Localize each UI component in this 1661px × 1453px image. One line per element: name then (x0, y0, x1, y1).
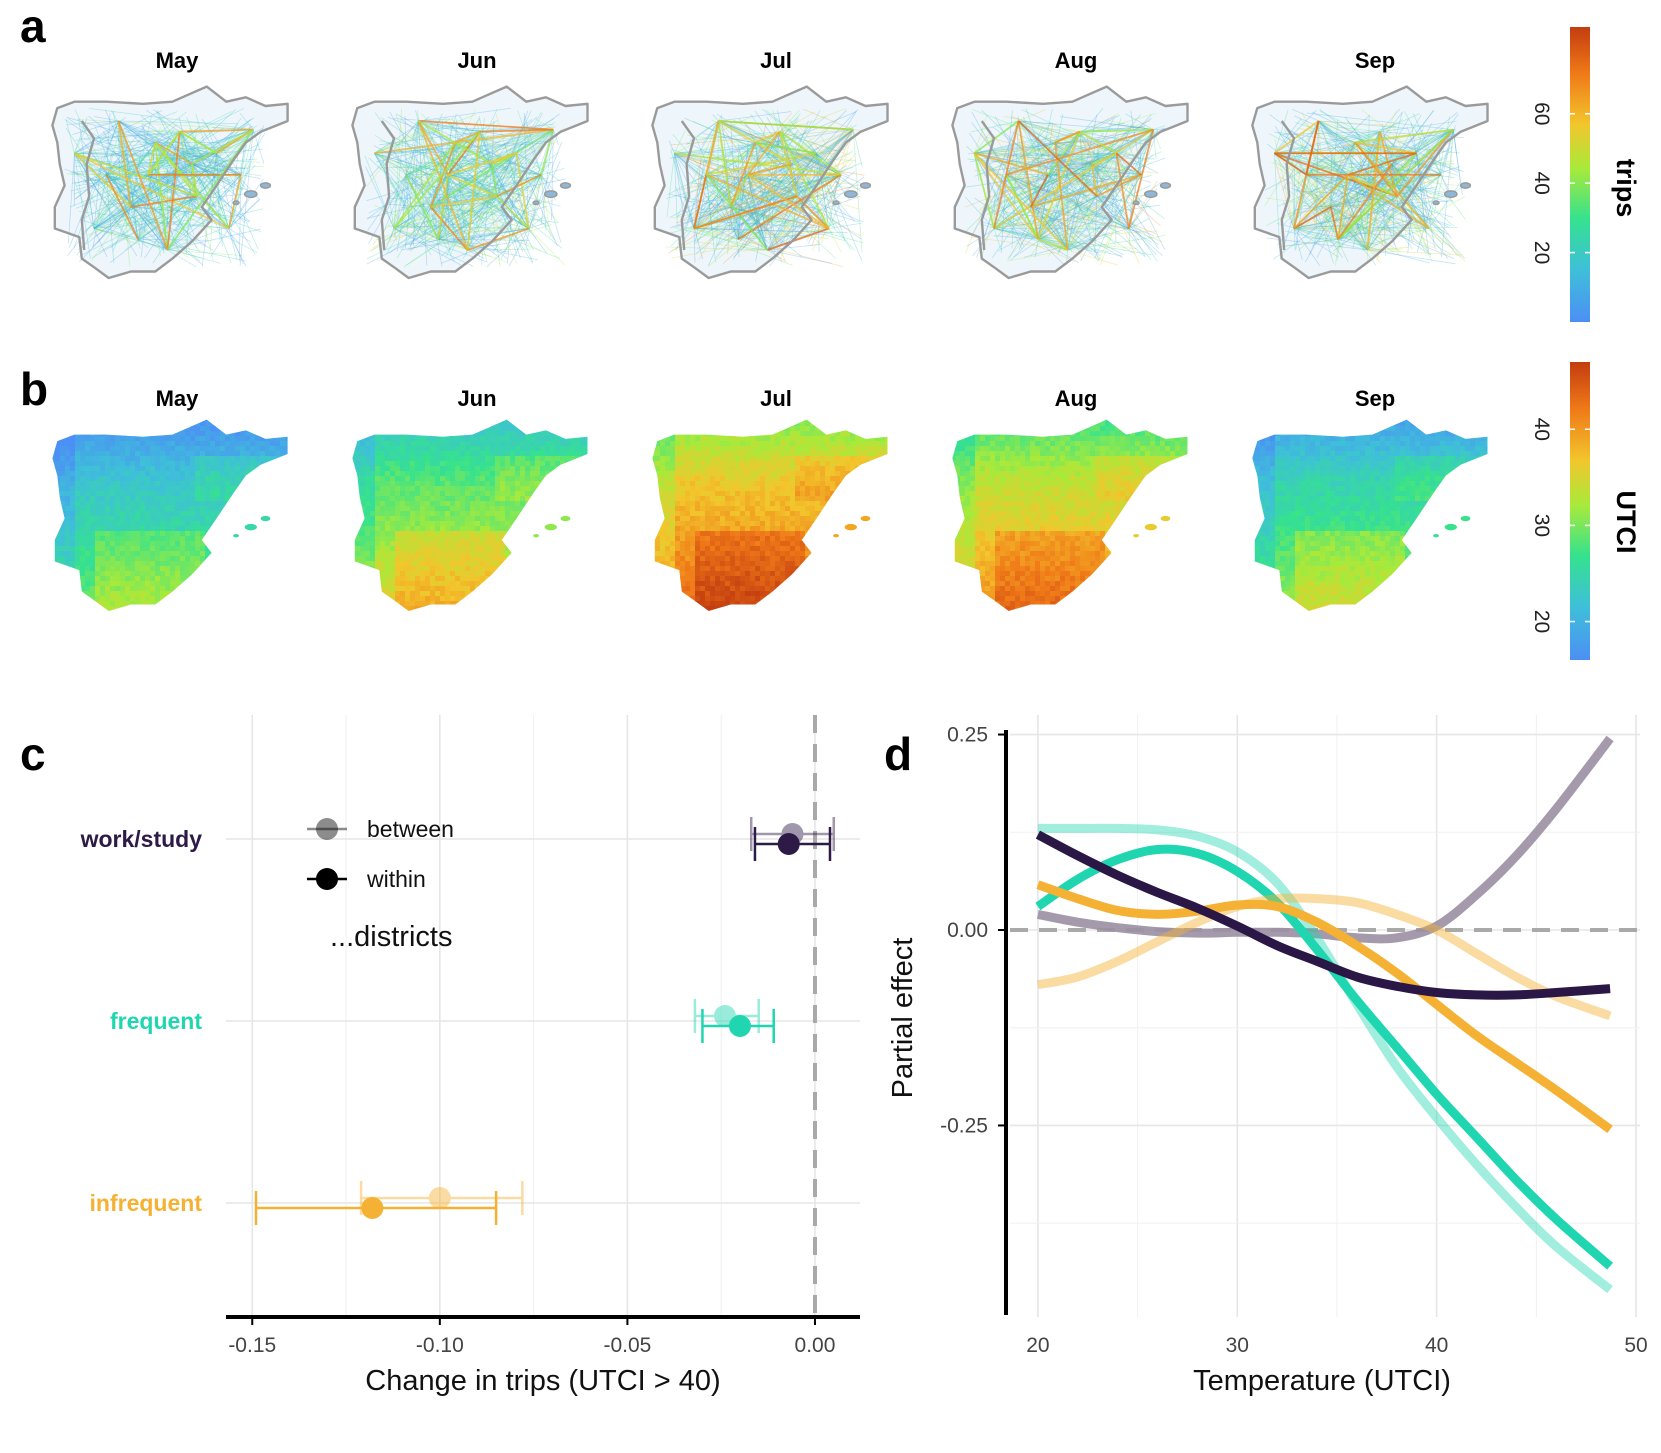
legend-label-within: within (366, 866, 426, 892)
panel-d: 20 30 40 50 -0.25 0.00 0.25 Temperature (UTCI)… (887, 715, 1648, 1397)
panel-letter-c: c (20, 728, 46, 780)
point-estimate (728, 1015, 751, 1037)
panel-c-x-ticks: -0.15 -0.10 -0.05 0.00 (228, 1317, 835, 1357)
panel-a-month-title: Sep (1355, 48, 1395, 73)
y-tick-label: 0.00 (947, 919, 988, 942)
point-estimate (428, 1187, 451, 1209)
x-tick-label: 0.00 (795, 1334, 836, 1357)
panel-b-month-title: Aug (1055, 386, 1098, 411)
trips-colorbar-gradient (1570, 27, 1590, 322)
category-label: infrequent (90, 1190, 203, 1216)
panel-d-curves (1035, 735, 1614, 1294)
panel-d-y-axis-title: Partial effect (887, 938, 919, 1099)
panel-c-x-axis-title: Change in trips (UTCI > 40) (365, 1365, 720, 1397)
legend-label-between: between (367, 816, 454, 842)
panel-c-marks (254, 817, 835, 1225)
partial-effect-curve (1037, 735, 1614, 944)
colorbar-tick-label: 20 (1530, 610, 1553, 633)
utci-colorbar-title: UTCI (1611, 491, 1641, 554)
point-estimate (361, 1197, 384, 1219)
panel-b-month-title: Jun (457, 386, 496, 411)
panel-b-month-title: May (156, 386, 200, 411)
utci-colorbar-gradient (1570, 362, 1590, 660)
partial-effect-curve (1037, 823, 1613, 1294)
utci-colorbar-ticks: 20 30 40 (1530, 418, 1590, 633)
panel-a-month-title: Jun (457, 48, 496, 73)
y-tick-label: -0.25 (940, 1114, 988, 1137)
estimate-between (359, 1181, 524, 1215)
utci-colorbar: 20 30 40 UTCI (1530, 362, 1641, 660)
colorbar-tick-label: 40 (1530, 171, 1553, 194)
panel-a-month-titles: May Jun Jul Aug Sep (156, 48, 1396, 73)
panel-c-legend: between within ...districts (307, 816, 454, 953)
trip-network-map (951, 85, 1189, 280)
trips-colorbar: 20 40 60 trips (1530, 27, 1641, 322)
estimate-within (254, 1191, 498, 1225)
legend-title: ...districts (330, 921, 452, 953)
panel-b-maps (52, 419, 1488, 611)
y-tick-label: 0.25 (947, 724, 988, 747)
estimate-within (753, 827, 832, 861)
panel-b-month-title: Sep (1355, 386, 1395, 411)
panel-letter-b: b (20, 363, 48, 415)
panel-b-month-title: Jul (760, 386, 792, 411)
panel-letter-d: d (884, 728, 912, 780)
utci-heat-map (952, 419, 1188, 611)
x-tick-label: 40 (1425, 1334, 1448, 1357)
partial-effect-curve (1036, 880, 1613, 1134)
x-tick-label: 20 (1026, 1334, 1049, 1357)
trip-network-map (651, 85, 889, 280)
x-tick-label: -0.05 (603, 1334, 651, 1357)
panel-b: May Jun Jul Aug Sep 20 30 40 UTCI (52, 362, 1641, 660)
x-tick-label: 30 (1226, 1334, 1249, 1357)
utci-heat-map (52, 419, 288, 611)
x-tick-label: -0.15 (228, 1334, 276, 1357)
panel-c-grid (226, 715, 860, 1317)
panel-c-category-labels: work/study frequent infrequent (80, 826, 203, 1216)
x-tick-label: 50 (1624, 1334, 1647, 1357)
panel-a: May Jun Jul Aug Sep 20 40 60 trips (51, 27, 1641, 322)
estimate-within (701, 1009, 775, 1043)
utci-heat-map (652, 419, 888, 611)
panel-d-grid (1010, 715, 1640, 1317)
utci-heat-map (1252, 419, 1488, 611)
trip-network-map (1251, 85, 1489, 280)
trip-network-map (351, 85, 589, 280)
panel-d-ticks: 20 30 40 50 -0.25 0.00 0.25 (940, 724, 1648, 1357)
panel-a-month-title: Jul (760, 48, 792, 73)
point-estimate (777, 833, 800, 855)
colorbar-tick-label: 30 (1530, 514, 1553, 537)
panel-c: -0.15 -0.10 -0.05 0.00 work/study frequent in… (80, 715, 860, 1397)
partial-effect-curve (1035, 844, 1614, 1270)
trips-colorbar-ticks: 20 40 60 (1530, 102, 1590, 264)
legend-key-within (307, 868, 347, 890)
colorbar-tick-label: 40 (1530, 418, 1553, 441)
colorbar-tick-label: 20 (1530, 241, 1553, 264)
panel-a-month-title: Aug (1055, 48, 1098, 73)
utci-heat-map (352, 419, 588, 611)
legend-key-between (307, 818, 347, 840)
panel-a-maps (51, 85, 1489, 280)
panel-letter-a: a (20, 0, 46, 52)
partial-effect-curve (1037, 893, 1612, 1021)
panel-d-x-axis-title: Temperature (UTCI) (1193, 1365, 1451, 1397)
colorbar-tick-label: 60 (1530, 102, 1553, 125)
category-label: work/study (80, 826, 203, 852)
category-label: frequent (110, 1008, 202, 1034)
x-tick-label: -0.10 (416, 1334, 464, 1357)
trip-network-map (51, 85, 289, 280)
partial-effect-curve (1035, 830, 1611, 1000)
panel-b-month-titles: May Jun Jul Aug Sep (156, 386, 1396, 411)
panel-a-month-title: May (156, 48, 200, 73)
trips-colorbar-title: trips (1611, 159, 1641, 218)
